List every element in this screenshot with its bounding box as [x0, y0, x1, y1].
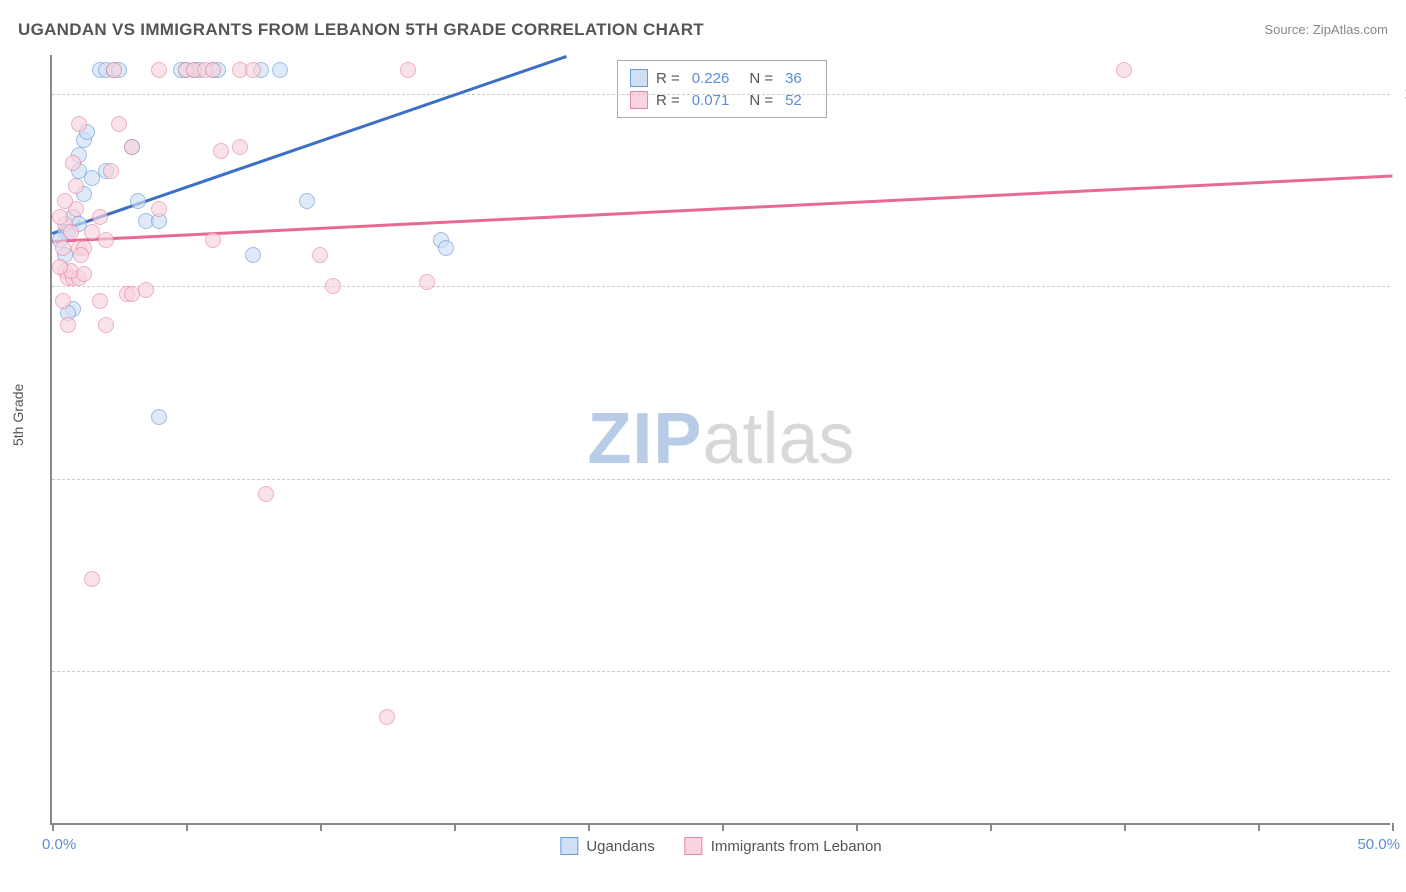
source-prefix: Source:	[1264, 22, 1309, 37]
scatter-point	[63, 224, 79, 240]
scatter-point	[151, 62, 167, 78]
stats-legend-row: R = 0.226 N = 36	[630, 67, 814, 89]
gridline-horizontal	[52, 479, 1390, 480]
scatter-point	[232, 139, 248, 155]
series-name: Immigrants from Lebanon	[711, 838, 882, 855]
scatter-point	[205, 232, 221, 248]
gridline-horizontal	[52, 286, 1390, 287]
gridline-horizontal	[52, 94, 1390, 95]
scatter-point	[151, 409, 167, 425]
x-tick	[320, 823, 322, 831]
scatter-point	[106, 62, 122, 78]
scatter-point	[400, 62, 416, 78]
x-tick	[454, 823, 456, 831]
x-axis-min-label: 0.0%	[42, 836, 76, 853]
scatter-point	[55, 240, 71, 256]
n-label: N =	[749, 70, 773, 87]
gridline-horizontal	[52, 671, 1390, 672]
scatter-point	[92, 209, 108, 225]
source-link[interactable]: ZipAtlas.com	[1313, 22, 1388, 37]
scatter-point	[92, 293, 108, 309]
scatter-point	[84, 571, 100, 587]
x-tick	[588, 823, 590, 831]
chart-container: UGANDAN VS IMMIGRANTS FROM LEBANON 5TH G…	[0, 0, 1406, 892]
scatter-point	[325, 278, 341, 294]
scatter-point	[65, 155, 81, 171]
stats-legend: R = 0.226 N = 36 R =0.071N =52	[617, 60, 827, 118]
scatter-point	[98, 232, 114, 248]
scatter-point	[68, 178, 84, 194]
series-name: Ugandans	[586, 838, 654, 855]
scatter-point	[52, 209, 68, 225]
scatter-point	[98, 317, 114, 333]
x-axis-max-label: 50.0%	[1357, 836, 1400, 853]
legend-swatch	[630, 69, 648, 87]
x-tick	[722, 823, 724, 831]
scatter-point	[73, 247, 89, 263]
scatter-point	[245, 62, 261, 78]
scatter-point	[124, 139, 140, 155]
r-label: R =	[656, 70, 680, 87]
scatter-point	[379, 709, 395, 725]
x-tick	[1258, 823, 1260, 831]
scatter-point	[312, 247, 328, 263]
trend-line	[52, 174, 1392, 242]
x-tick	[856, 823, 858, 831]
watermark-zip: ZIP	[587, 399, 702, 479]
scatter-point	[213, 143, 229, 159]
scatter-point	[151, 201, 167, 217]
scatter-point	[299, 193, 315, 209]
scatter-point	[55, 293, 71, 309]
y-axis-title: 5th Grade	[10, 384, 26, 446]
stats-legend-row: R =0.071N =52	[630, 89, 814, 111]
chart-title: UGANDAN VS IMMIGRANTS FROM LEBANON 5TH G…	[18, 20, 704, 40]
scatter-point	[1116, 62, 1132, 78]
x-tick	[186, 823, 188, 831]
scatter-point	[205, 62, 221, 78]
x-tick	[52, 823, 54, 831]
scatter-point	[52, 259, 68, 275]
watermark-atlas: atlas	[702, 399, 854, 479]
x-tick	[1392, 823, 1394, 831]
scatter-point	[130, 193, 146, 209]
x-tick	[1124, 823, 1126, 831]
scatter-point	[138, 282, 154, 298]
series-legend-item: Immigrants from Lebanon	[685, 837, 882, 855]
plot-area: ZIPatlas R =0.226N =36R =0.071N =52 Ugan…	[50, 55, 1390, 825]
n-value: 36	[785, 70, 802, 87]
scatter-point	[57, 193, 73, 209]
scatter-point	[60, 317, 76, 333]
r-value: 0.226	[692, 70, 730, 87]
scatter-point	[258, 486, 274, 502]
series-legend: Ugandans Immigrants from Lebanon	[560, 837, 881, 855]
x-tick	[990, 823, 992, 831]
legend-swatch	[560, 837, 578, 855]
scatter-point	[76, 266, 92, 282]
watermark: ZIPatlas	[587, 398, 854, 480]
scatter-point	[245, 247, 261, 263]
scatter-point	[272, 62, 288, 78]
legend-swatch	[685, 837, 703, 855]
series-legend-item: Ugandans	[560, 837, 654, 855]
scatter-point	[71, 116, 87, 132]
source-label: Source: ZipAtlas.com	[1264, 22, 1388, 37]
scatter-point	[419, 274, 435, 290]
scatter-point	[103, 163, 119, 179]
scatter-point	[111, 116, 127, 132]
scatter-point	[438, 240, 454, 256]
